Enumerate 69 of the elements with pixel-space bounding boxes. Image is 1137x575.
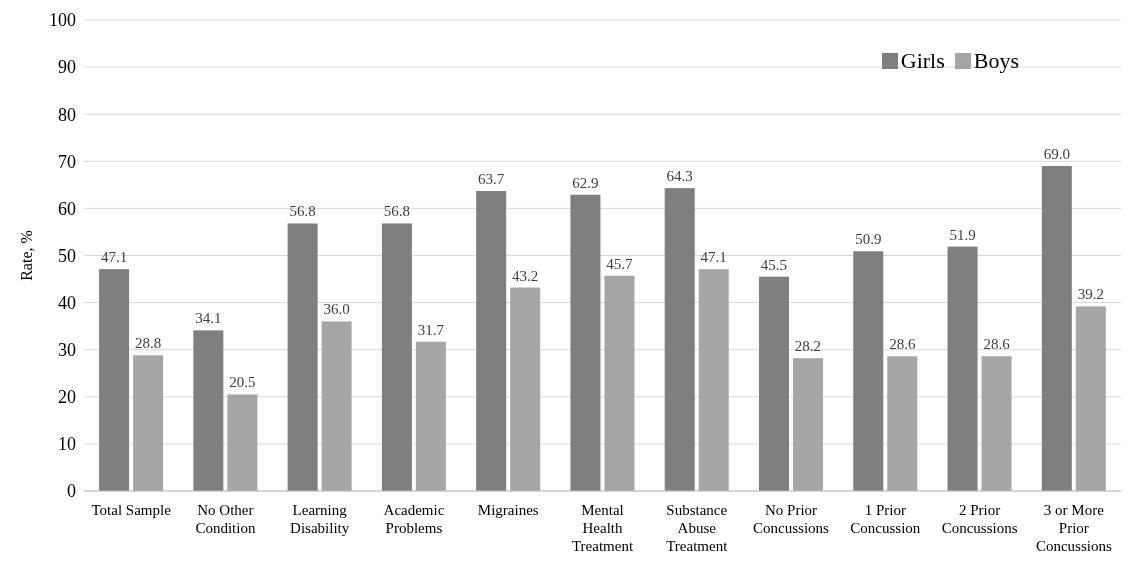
y-tick-label: 100 xyxy=(49,10,76,31)
bar xyxy=(1075,306,1106,491)
x-tick-label: Mental Health Treatment xyxy=(571,502,634,554)
legend-label: Girls xyxy=(900,48,945,74)
bar xyxy=(476,190,507,491)
data-label: 56.8 xyxy=(289,203,316,220)
bar xyxy=(758,276,789,491)
data-label: 28.8 xyxy=(134,335,162,352)
x-tick-label: Academic Problems xyxy=(383,502,445,536)
y-tick-label: 80 xyxy=(58,104,76,125)
x-tick-label: 2 Prior Concussions xyxy=(941,502,1018,536)
data-label: 45.7 xyxy=(606,255,634,272)
data-label: 28.2 xyxy=(794,338,822,355)
data-label: 45.5 xyxy=(760,256,788,273)
bar xyxy=(664,188,695,491)
data-label: 56.8 xyxy=(383,203,411,220)
data-label: 31.7 xyxy=(417,321,445,338)
bar xyxy=(321,321,352,491)
data-label: 43.2 xyxy=(512,267,539,284)
bar xyxy=(853,251,884,491)
x-tick-label: No Other Condition xyxy=(195,502,256,536)
bar xyxy=(227,394,258,491)
bar xyxy=(381,223,412,491)
bar xyxy=(698,269,729,491)
y-tick-label: 70 xyxy=(58,151,76,172)
bar xyxy=(193,330,224,491)
data-label: 51.9 xyxy=(949,226,976,243)
data-label: 28.6 xyxy=(983,336,1011,353)
bar xyxy=(99,269,130,491)
data-label: 28.6 xyxy=(889,336,916,353)
y-tick-label: 30 xyxy=(58,340,76,361)
y-tick-label: 20 xyxy=(58,387,76,408)
y-tick-label: 50 xyxy=(58,245,76,266)
data-label: 47.1 xyxy=(700,249,727,266)
bar xyxy=(792,358,823,491)
bar xyxy=(570,194,601,491)
y-tick-label: 60 xyxy=(58,198,76,219)
y-tick-label: 0 xyxy=(67,481,76,502)
bar xyxy=(510,287,541,491)
bar xyxy=(415,341,446,491)
bar xyxy=(981,356,1012,491)
x-tick-label: Learning Disability xyxy=(290,502,350,536)
y-axis-title: Rate, % xyxy=(17,230,35,281)
data-label: 63.7 xyxy=(478,170,505,187)
bar xyxy=(947,246,978,491)
x-tick-label: Migraines xyxy=(477,502,539,518)
bar xyxy=(1041,166,1072,491)
data-label: 20.5 xyxy=(229,374,256,391)
y-tick-label: 40 xyxy=(58,292,76,313)
bar xyxy=(604,275,635,491)
data-label: 62.9 xyxy=(572,174,599,191)
data-label: 36.0 xyxy=(323,301,350,318)
data-label: 69.0 xyxy=(1043,146,1070,163)
data-label: 34.1 xyxy=(195,310,222,327)
bar xyxy=(887,356,918,491)
bar xyxy=(287,223,318,491)
legend-label: Boys xyxy=(973,48,1019,74)
x-tick-label: 1 Prior Concussion xyxy=(850,502,921,536)
y-tick-label: 90 xyxy=(58,57,76,78)
bar xyxy=(133,355,164,491)
data-label: 50.9 xyxy=(855,231,882,248)
y-tick-label: 10 xyxy=(58,434,76,455)
data-label: 64.3 xyxy=(666,168,693,185)
data-label: 47.1 xyxy=(100,249,128,266)
data-label: 39.2 xyxy=(1077,286,1104,303)
x-tick-label: No Prior Concussions xyxy=(753,502,830,536)
x-tick-label: Total Sample xyxy=(91,502,172,518)
x-tick-label: Substance Abuse Treatment xyxy=(666,502,729,554)
x-tick-label: 3 or More Prior Concussions xyxy=(1035,502,1112,554)
